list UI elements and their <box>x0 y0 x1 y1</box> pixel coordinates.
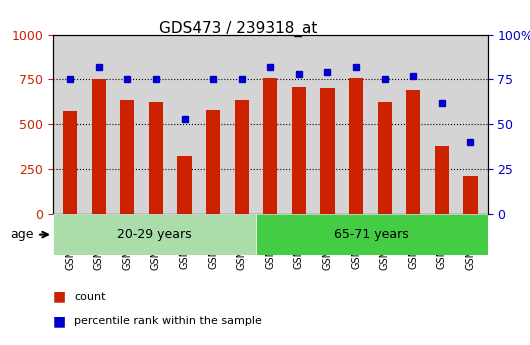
Bar <box>377 102 392 214</box>
Bar <box>92 79 106 214</box>
Bar <box>435 146 449 214</box>
Text: age: age <box>11 228 34 241</box>
Bar <box>263 78 277 214</box>
Bar <box>149 102 163 214</box>
Text: 20-29 years: 20-29 years <box>117 228 192 241</box>
Bar <box>349 78 363 214</box>
Text: count: count <box>74 292 105 302</box>
Bar <box>292 87 306 214</box>
Text: 65-71 years: 65-71 years <box>334 228 409 241</box>
Bar <box>320 88 334 214</box>
Bar <box>63 111 77 214</box>
Bar <box>206 110 220 214</box>
Text: ■: ■ <box>53 290 66 304</box>
Text: GDS473 / 239318_at: GDS473 / 239318_at <box>159 21 317 37</box>
FancyBboxPatch shape <box>256 214 488 255</box>
Bar <box>120 100 135 214</box>
Text: ■: ■ <box>53 314 66 328</box>
Bar <box>406 90 420 214</box>
Bar <box>463 176 478 214</box>
FancyBboxPatch shape <box>53 214 256 255</box>
Bar <box>235 100 249 214</box>
Bar <box>178 156 192 214</box>
Text: percentile rank within the sample: percentile rank within the sample <box>74 316 262 326</box>
